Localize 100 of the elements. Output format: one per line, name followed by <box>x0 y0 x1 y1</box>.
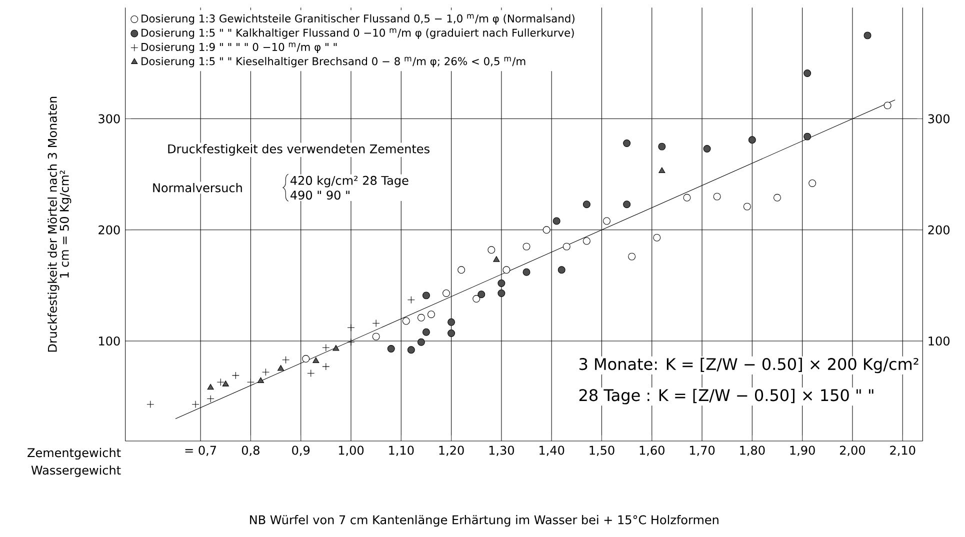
point <box>804 132 812 140</box>
legend-label: Dosierung 1:9 " " " " 0 −10 $^{m}$/m φ " " <box>142 42 337 54</box>
point <box>257 377 264 384</box>
point <box>407 296 415 304</box>
text: Wassergewicht <box>31 465 121 478</box>
point <box>658 142 666 150</box>
x-axis-title: Zementgewicht <box>28 448 121 460</box>
point <box>402 317 410 325</box>
point <box>542 226 550 234</box>
x-tick-label: 1,60 <box>640 446 664 456</box>
point <box>493 256 500 262</box>
point <box>222 380 229 386</box>
point <box>472 295 480 303</box>
point <box>558 266 566 274</box>
point <box>307 369 315 377</box>
point <box>623 139 631 147</box>
point <box>774 194 781 202</box>
point <box>417 314 425 322</box>
point <box>498 279 506 287</box>
point <box>804 69 812 77</box>
point <box>478 290 486 298</box>
annotation: 490 " 90 " <box>290 190 350 200</box>
point <box>808 179 816 187</box>
point <box>417 338 425 346</box>
point <box>623 200 631 208</box>
annotation: 28 Tage : K = [Z/W − 0.50] × 150 " " <box>579 388 874 404</box>
x-tick-label: 0,9 <box>292 446 310 456</box>
point <box>387 345 395 353</box>
x-tick-label: 1,40 <box>540 446 564 456</box>
point <box>658 167 666 174</box>
x-tick-label: 2,10 <box>890 446 916 456</box>
x-tick-label: 1,90 <box>790 446 815 456</box>
annotation: Druckfestigkeit des verwendeten Zementes <box>168 144 430 156</box>
point <box>246 378 254 386</box>
point <box>232 372 240 380</box>
point <box>748 136 756 144</box>
text: 1 cm = 50 Kg/cm² <box>60 170 72 278</box>
point <box>207 384 214 390</box>
point <box>192 400 200 408</box>
legend-label: Dosierung 1:3 Gewichtsteile Granitischer Flussand 0,5 − 1,0 $^{m}$/m φ (Normalsand) <box>142 14 574 25</box>
point <box>282 356 290 364</box>
annotation: Normalversuch <box>153 183 242 192</box>
y2-tick-label: 300 <box>928 114 950 124</box>
point <box>146 400 154 408</box>
legend-label: Dosierung 1:5 " " Kieselhaltiger Brechsand 0 − 8 $^{m}$/m φ; 26% < 0,5 $^{m}$/m <box>142 56 526 68</box>
point <box>552 217 560 225</box>
x-tick-label: 2,00 <box>840 446 866 456</box>
point <box>206 395 214 403</box>
point <box>422 328 430 336</box>
point <box>628 252 636 260</box>
point <box>884 102 892 110</box>
y-tick-label: 100 <box>99 336 120 346</box>
point <box>603 217 610 225</box>
text: NB Würfel von 7 cm Kantenlänge Erhärtung im Wasser bei + 15°C Holzformen <box>250 515 718 527</box>
point <box>502 266 510 274</box>
point <box>458 266 466 274</box>
point <box>262 368 270 376</box>
point <box>302 355 310 363</box>
point <box>713 192 721 200</box>
x-tick-label: 0,8 <box>242 446 260 456</box>
x-tick-label: 1,50 <box>590 446 614 456</box>
point <box>448 318 456 326</box>
x-tick-label: 1,70 <box>690 446 715 456</box>
point <box>703 145 711 153</box>
point <box>407 346 415 354</box>
point <box>372 319 380 327</box>
point <box>322 362 330 370</box>
x-tick-label: 1,80 <box>740 446 765 456</box>
point <box>653 234 661 242</box>
point <box>322 344 330 352</box>
x-tick-label: 1,30 <box>489 446 514 456</box>
point <box>422 292 430 300</box>
x-tick-label: 1,00 <box>338 446 364 456</box>
point <box>372 332 380 340</box>
point <box>278 365 284 371</box>
point <box>347 338 355 346</box>
point <box>522 268 530 276</box>
point <box>216 378 224 386</box>
annotation: 3 Monate: K = [Z/W − 0.50] × 200 Kg/cm² <box>579 358 918 374</box>
annotation: 420 kg/cm² 28 Tage <box>290 176 408 188</box>
x-tick-label: = 0,7 <box>185 446 216 456</box>
y-tick-label: 300 <box>98 114 120 124</box>
point <box>427 310 435 318</box>
point <box>743 202 751 210</box>
y-axis-title: Druckfestigkeit der Mörtel nach 3 Monaten <box>48 96 60 352</box>
legend-label: Dosierung 1:5 " " Kalkhaltiger Flussand 0 −10 $^{m}$/m φ (graduiert nach Fullerkurve) <box>142 28 574 39</box>
point <box>582 200 590 208</box>
y2-tick-label: 200 <box>928 225 950 234</box>
y2-tick-label: 100 <box>928 336 950 346</box>
point <box>498 289 506 297</box>
point <box>332 345 340 351</box>
y-tick-label: 200 <box>98 225 120 234</box>
point <box>312 357 320 364</box>
point <box>347 324 355 332</box>
point <box>522 242 530 250</box>
point <box>488 246 496 254</box>
point <box>864 32 872 40</box>
point <box>562 242 570 250</box>
point <box>683 194 691 202</box>
x-tick-label: 1,20 <box>439 446 464 456</box>
